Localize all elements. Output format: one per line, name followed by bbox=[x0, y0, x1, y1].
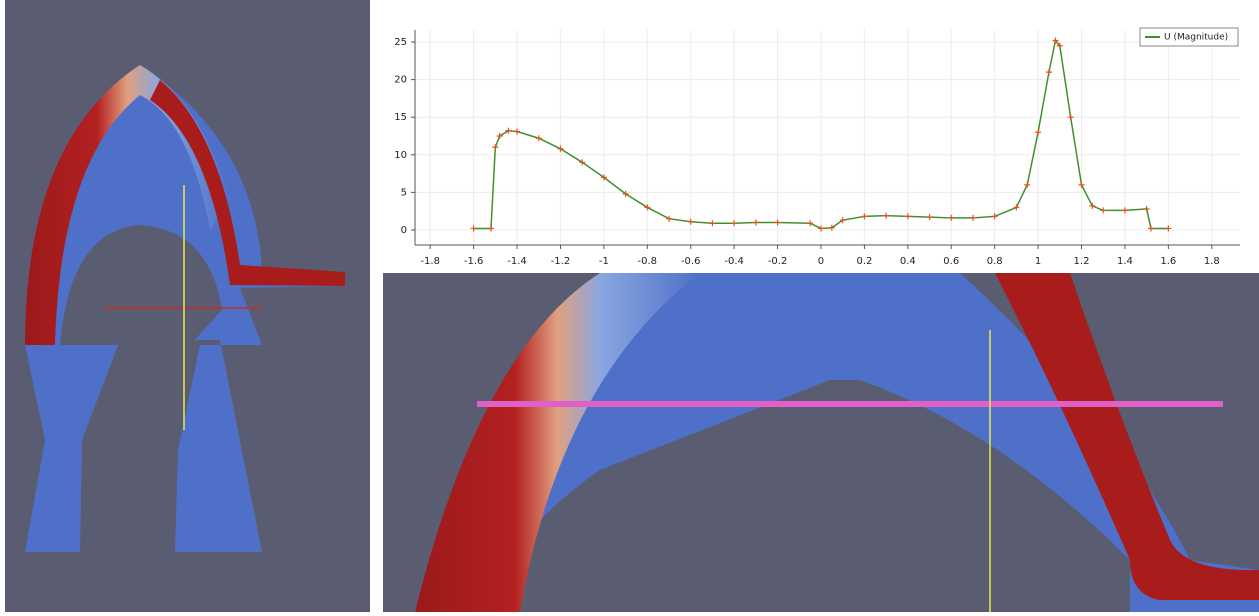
point-marker bbox=[905, 213, 911, 219]
x-tick-label: -1.4 bbox=[507, 256, 527, 267]
point-marker bbox=[775, 219, 781, 225]
x-tick-label: 1.6 bbox=[1160, 256, 1176, 267]
x-tick-label: 0.8 bbox=[987, 256, 1003, 267]
x-tick-label: -0.2 bbox=[768, 256, 788, 267]
y-tick-label: 25 bbox=[394, 37, 407, 48]
x-tick-label: 1.4 bbox=[1117, 256, 1133, 267]
point-marker bbox=[861, 213, 867, 219]
x-tick-label: -1.8 bbox=[420, 256, 440, 267]
point-marker bbox=[1148, 225, 1154, 231]
legend: U (Magnitude) bbox=[1140, 28, 1238, 46]
x-tick-label: -0.8 bbox=[638, 256, 658, 267]
y-tick-label: 15 bbox=[394, 112, 407, 123]
x-tick-label: 0.2 bbox=[856, 256, 872, 267]
point-marker bbox=[818, 225, 824, 231]
point-marker bbox=[1165, 225, 1171, 231]
point-marker bbox=[927, 214, 933, 220]
render-view-left[interactable] bbox=[5, 0, 370, 612]
point-marker bbox=[1079, 182, 1085, 188]
x-tick-label: 0.6 bbox=[943, 256, 959, 267]
point-marker bbox=[948, 215, 954, 221]
x-tick-label: -1 bbox=[599, 256, 609, 267]
point-marker bbox=[709, 220, 715, 226]
point-marker bbox=[992, 213, 998, 219]
x-tick-label: 1.8 bbox=[1204, 256, 1220, 267]
line-chart: 0510152025-1.8-1.6-1.4-1.2-1-0.8-0.6-0.4… bbox=[394, 28, 1240, 267]
x-tick-label: -0.4 bbox=[724, 256, 744, 267]
x-tick-label: -1.6 bbox=[464, 256, 484, 267]
point-marker bbox=[1122, 207, 1128, 213]
point-marker bbox=[492, 144, 498, 150]
x-tick-label: 0 bbox=[818, 256, 824, 267]
point-marker bbox=[514, 128, 520, 134]
x-tick-label: 1 bbox=[1035, 256, 1041, 267]
point-marker bbox=[1035, 129, 1041, 135]
point-marker bbox=[688, 219, 694, 225]
point-marker bbox=[1089, 203, 1095, 209]
point-marker bbox=[1013, 204, 1019, 210]
point-marker bbox=[1046, 69, 1052, 75]
y-tick-label: 20 bbox=[394, 75, 407, 86]
x-tick-label: -0.6 bbox=[681, 256, 701, 267]
x-tick-label: 0.4 bbox=[900, 256, 916, 267]
notch bbox=[838, 383, 860, 458]
point-marker bbox=[731, 220, 737, 226]
point-marker bbox=[970, 215, 976, 221]
render-view-zoom[interactable] bbox=[383, 273, 1259, 612]
point-marker bbox=[666, 216, 672, 222]
point-marker bbox=[1068, 114, 1074, 120]
x-tick-label: 1.2 bbox=[1074, 256, 1090, 267]
y-tick-label: 0 bbox=[401, 225, 407, 236]
point-marker bbox=[1100, 207, 1106, 213]
point-marker bbox=[536, 135, 542, 141]
point-marker bbox=[488, 225, 494, 231]
y-tick-label: 10 bbox=[394, 150, 407, 161]
x-tick-label: -1.2 bbox=[551, 256, 571, 267]
point-marker bbox=[753, 219, 759, 225]
y-tick-label: 5 bbox=[401, 187, 407, 198]
point-marker bbox=[807, 220, 813, 226]
point-marker bbox=[1144, 206, 1150, 212]
legend-label: U (Magnitude) bbox=[1164, 33, 1228, 43]
screen: 0510152025-1.8-1.6-1.4-1.2-1-0.8-0.6-0.4… bbox=[0, 0, 1259, 612]
point-marker bbox=[883, 213, 889, 219]
point-marker bbox=[1024, 182, 1030, 188]
point-marker bbox=[471, 225, 477, 231]
